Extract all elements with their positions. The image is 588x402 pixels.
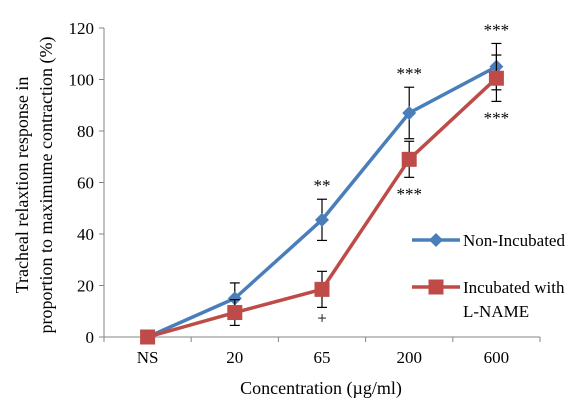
y-tick-label: 0 [86,328,95,347]
significance-marker: *** [484,108,510,127]
series-layer [140,42,504,345]
legend-label: Non-Incubated [463,231,565,250]
data-point-marker [402,105,417,120]
y-axis-title: Tracheal relaxtion response in proportio… [12,37,57,334]
y-tick-label: 100 [69,71,95,90]
y-ticks: 0 20 40 60 80 100 120 [69,19,104,347]
legend-swatch-marker [428,279,444,295]
data-point-marker [140,329,156,345]
x-tick-label: 20 [226,348,243,367]
y-tick-label: 20 [77,277,94,296]
y-tick-label: 80 [77,122,94,141]
y-axis-title-line-2: proportion to maximume contraction (%) [36,37,57,334]
series-2 [140,54,504,345]
legend-item-2: Incubated with L-NAME [412,278,565,321]
data-point-marker [227,291,242,306]
data-point-marker [314,281,330,297]
data-point-marker [488,70,504,86]
x-axis-title: Concentration (µg/ml) [240,378,402,399]
legend: Non-Incubated Incubated with L-NAME [412,231,565,321]
legend-label: L-NAME [463,302,529,321]
data-point-marker [401,151,417,167]
x-tick-label: 600 [484,348,510,367]
significance-marker: *** [484,20,510,39]
y-tick-label: 40 [77,225,94,244]
significance-marker: *** [396,64,422,83]
annotations: ********+****** [314,20,510,327]
significance-marker: + [317,308,327,327]
legend-label: Incubated with [463,278,565,297]
y-tick-label: 60 [77,174,94,193]
y-axis-title-line-1: Tracheal relaxtion response in [12,77,32,294]
x-ticks: NS 20 65 200 600 [103,337,541,367]
significance-marker: ** [314,176,331,195]
legend-item-1: Non-Incubated [412,231,565,250]
legend-swatch-marker [429,233,443,247]
x-tick-label: NS [137,348,159,367]
significance-marker: *** [396,184,422,203]
data-point-marker [315,212,329,227]
x-tick-label: 65 [314,348,331,367]
data-point-marker [227,305,243,321]
x-tick-label: 200 [396,348,422,367]
y-tick-label: 120 [69,19,95,38]
